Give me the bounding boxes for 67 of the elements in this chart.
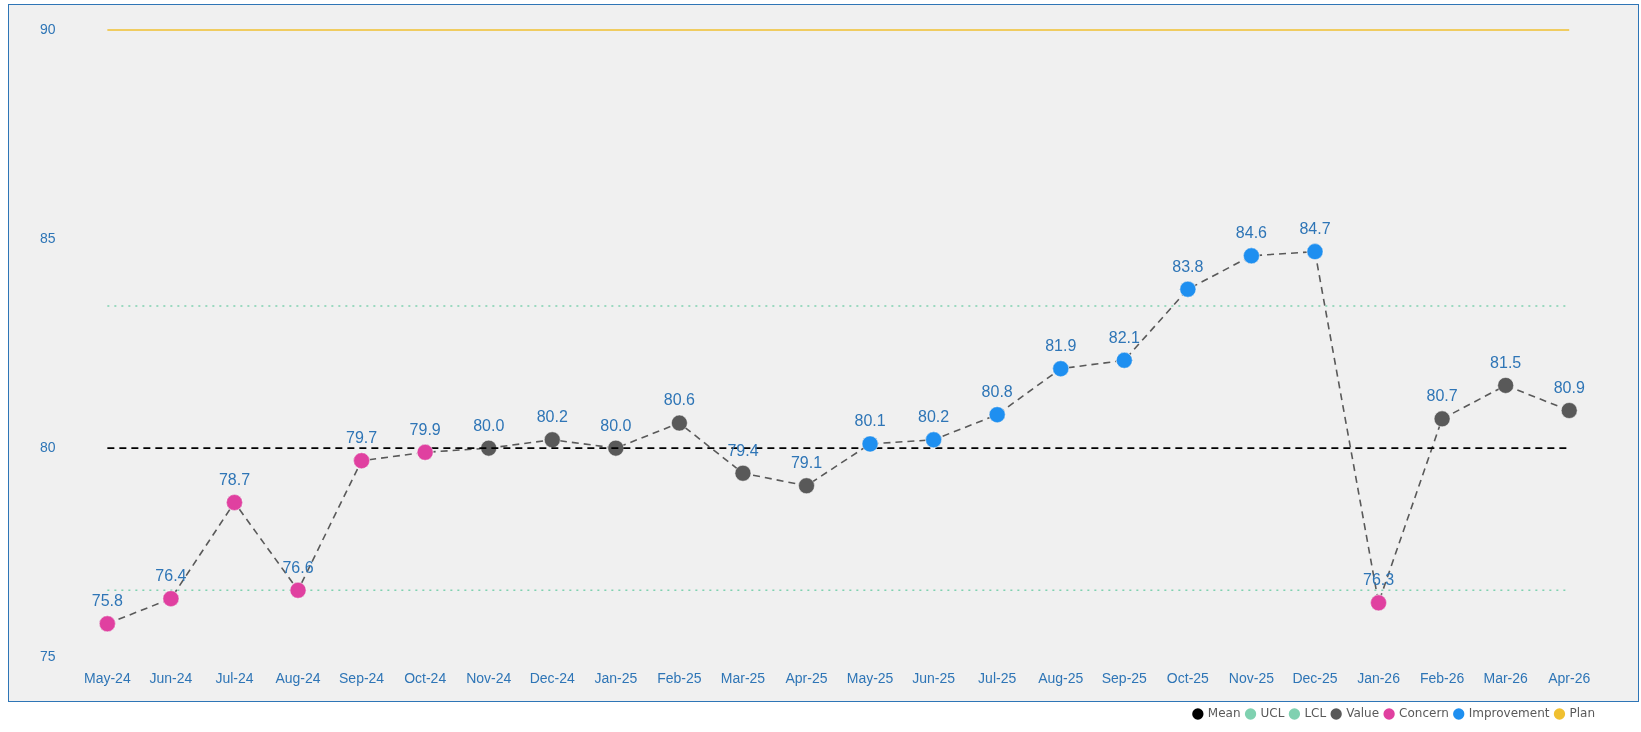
data-label: 76.4 (155, 567, 187, 585)
data-label: 76.3 (1362, 571, 1395, 589)
data-label: 83.8 (1172, 257, 1204, 275)
x-tick-label: Nov-24 (466, 670, 512, 687)
data-label: 81.9 (1045, 337, 1077, 355)
data-label: 80.2 (918, 408, 950, 426)
x-tick-label: Jul-24 (215, 670, 254, 687)
point (1497, 377, 1514, 394)
legend-label: Plan (1569, 706, 1595, 721)
x-tick-label: Jul-25 (978, 670, 1017, 687)
data-label: 84.7 (1299, 220, 1331, 238)
x-tick-label: Oct-24 (404, 670, 447, 687)
data-label: 80.8 (981, 383, 1013, 401)
x-tick-label: Nov-25 (1228, 670, 1275, 687)
legend-label: UCL (1260, 706, 1285, 721)
data-label: 80.0 (473, 416, 505, 434)
data-label: 84.6 (1235, 224, 1268, 242)
x-tick-label: Apr-25 (785, 670, 828, 687)
data-label: 76.6 (282, 558, 314, 576)
x-tick-label: Feb-26 (1419, 670, 1465, 687)
data-label: 81.5 (1490, 353, 1522, 371)
data-label: 79.4 (727, 441, 759, 459)
data-label: 79.7 (346, 429, 378, 447)
point (671, 414, 688, 432)
point (1560, 402, 1578, 419)
data-label: 80.6 (663, 391, 696, 409)
y-tick-label: 90 (39, 20, 56, 37)
legend-label: Improvement (1468, 706, 1550, 721)
x-tick-label: Jun-24 (149, 670, 193, 687)
x-tick-label: Dec-24 (529, 670, 576, 687)
x-tick-label: Mar-26 (1483, 670, 1529, 687)
x-tick-label: Jun-25 (912, 670, 956, 687)
legend-label: Concern (1399, 706, 1449, 721)
point (607, 439, 625, 457)
y-tick-label: 75 (39, 648, 56, 665)
point (734, 464, 752, 482)
x-tick-label: Apr-26 (1548, 670, 1591, 687)
x-tick-label: Aug-24 (275, 670, 321, 687)
data-label: 80.9 (1553, 378, 1585, 396)
y-tick-label: 85 (39, 229, 56, 246)
legend-label: Value (1346, 706, 1380, 721)
x-tick-label: Oct-25 (1166, 670, 1210, 687)
data-label: 79.9 (409, 420, 441, 438)
data-label: 80.2 (536, 408, 568, 426)
x-tick-label: Feb-25 (657, 670, 702, 687)
x-tick-label: Jan-25 (594, 670, 638, 687)
x-tick-label: May-24 (84, 670, 131, 687)
x-tick-label: Dec-25 (1292, 670, 1338, 687)
legend-label: LCL (1304, 706, 1327, 721)
point (798, 477, 815, 495)
data-label: 75.8 (91, 592, 124, 610)
x-tick-label: Jan-26 (1357, 670, 1401, 687)
x-tick-label: Mar-25 (720, 670, 766, 687)
data-label: 80.7 (1426, 387, 1458, 405)
legend-label: Mean (1207, 706, 1241, 721)
data-label: 78.7 (218, 470, 251, 488)
x-tick-label: Sep-24 (339, 670, 385, 687)
x-tick-label: Aug-25 (1038, 670, 1084, 687)
data-label: 80.1 (854, 412, 886, 430)
data-label: 79.1 (790, 454, 823, 472)
point (1433, 410, 1451, 428)
x-tick-label: May-25 (846, 670, 894, 687)
data-label: 80.0 (600, 416, 632, 434)
point (544, 431, 561, 449)
data-label: 82.1 (1108, 328, 1140, 346)
y-tick-label: 80 (39, 438, 56, 455)
x-tick-label: Sep-25 (1101, 670, 1148, 687)
